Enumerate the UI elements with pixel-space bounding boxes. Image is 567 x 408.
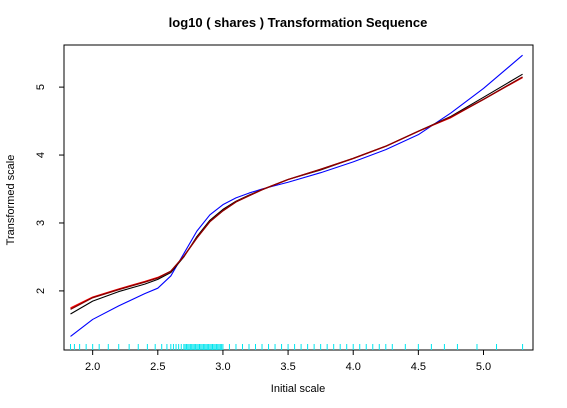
x-tick-label: 3.0 bbox=[215, 361, 230, 373]
y-tick-label: 4 bbox=[35, 152, 47, 158]
x-tick-label: 2.5 bbox=[150, 361, 165, 373]
x-tick-label: 3.5 bbox=[280, 361, 295, 373]
y-tick-label: 2 bbox=[35, 288, 47, 294]
series-line bbox=[70, 77, 523, 309]
y-tick-label: 3 bbox=[35, 220, 47, 226]
x-tick-label: 4.0 bbox=[346, 361, 361, 373]
x-axis-label: Initial scale bbox=[271, 383, 325, 395]
series-line bbox=[70, 76, 523, 310]
rug-plot bbox=[70, 344, 524, 350]
series-line bbox=[70, 54, 523, 337]
x-tick-label: 2.0 bbox=[85, 361, 100, 373]
x-axis: 2.0 2.5 3.0 3.5 4.0 4.5 5.0 bbox=[85, 350, 491, 373]
x-tick-label: 4.5 bbox=[411, 361, 426, 373]
plot-frame bbox=[63, 44, 534, 351]
x-tick-label: 5.0 bbox=[476, 361, 491, 373]
y-axis-label: Transformed scale bbox=[5, 155, 17, 246]
chart-title: log10 ( shares ) Transformation Sequence bbox=[169, 15, 428, 30]
y-axis: 2 3 4 5 bbox=[35, 84, 64, 294]
series-group bbox=[70, 54, 523, 337]
y-tick-label: 5 bbox=[35, 84, 47, 90]
